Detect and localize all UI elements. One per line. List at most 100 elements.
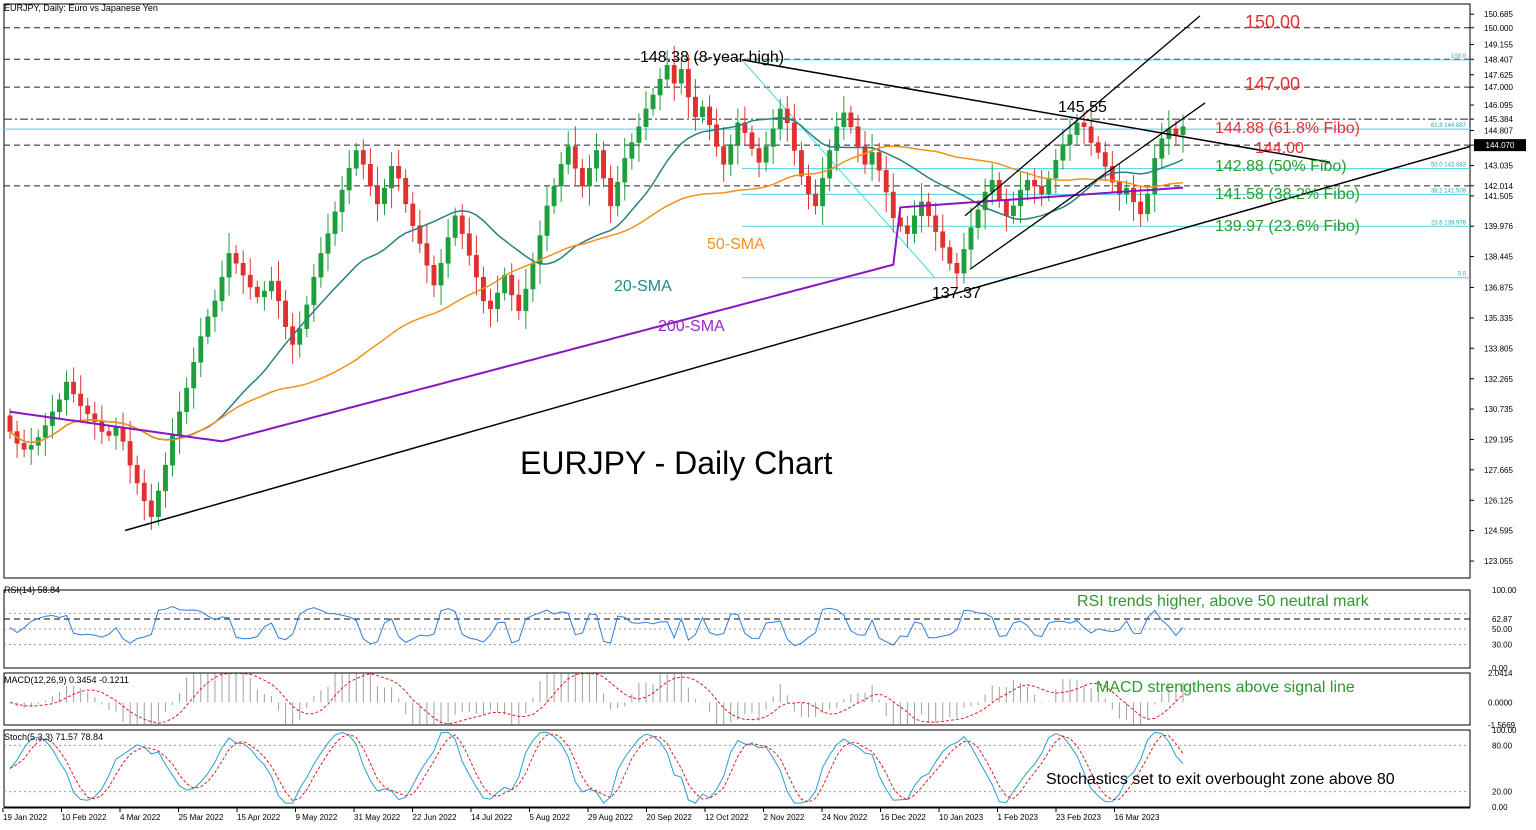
bear-candle [99, 421, 105, 432]
stoch-header: Stoch(5,3,3) 71.57 78.84 [4, 732, 104, 742]
bull-candle [961, 249, 967, 274]
date-tick-label: 10 Feb 2022 [62, 813, 107, 822]
level-144-label: 144.00 [1255, 140, 1304, 157]
date-tick-label: 22 Jun 2022 [413, 813, 458, 822]
bull-candle [389, 166, 395, 189]
bull-candle [325, 233, 331, 254]
bear-candle [784, 108, 790, 124]
bull-candle [353, 150, 359, 169]
bear-candle [1138, 201, 1144, 215]
bull-candle [57, 399, 62, 412]
date-tick-label: 25 Mar 2022 [179, 813, 224, 822]
bear-candle [749, 132, 755, 149]
bull-candle [968, 227, 974, 250]
bear-candle [671, 65, 677, 84]
bear-candle [876, 152, 882, 171]
bear-candle [403, 177, 409, 205]
price-tick-label: 126.125 [1484, 496, 1513, 505]
bull-candle [261, 290, 267, 298]
low-label: 137.37 [932, 285, 981, 302]
bear-candle [21, 443, 27, 450]
chart-title: EURJPY - Daily Chart [520, 445, 832, 481]
bear-candle [1173, 128, 1179, 135]
bull-candle [763, 146, 769, 163]
bull-candle [989, 179, 995, 193]
bull-candle [834, 126, 840, 151]
date-tick-label: 19 Jan 2022 [3, 813, 48, 822]
rsi-tick-label: 50.00 [1492, 625, 1513, 634]
bear-candle [367, 164, 373, 187]
bear-candle [1003, 199, 1009, 217]
bull-candle [184, 387, 190, 412]
bull-candle [1046, 177, 1052, 195]
price-tick-label: 127.665 [1484, 466, 1513, 475]
bear-candle [1039, 185, 1045, 195]
stoch-panel-frame [3, 729, 1471, 808]
bear-candle [996, 179, 1002, 201]
bear-candle [798, 150, 804, 177]
bear-candle [1102, 152, 1108, 167]
stoch-tick-label: 20.00 [1492, 788, 1513, 797]
current-price-box [1474, 139, 1526, 152]
price-tick-label: 143.035 [1484, 162, 1513, 171]
bull-candle [311, 276, 317, 306]
date-tick-label: 20 Sep 2022 [647, 813, 693, 822]
descending-resistance-line [741, 59, 1331, 164]
bear-candle [473, 255, 479, 278]
date-tick-label: 16 Dec 2022 [881, 813, 927, 822]
price-tick-label: 124.595 [1484, 527, 1513, 536]
bear-candle [466, 233, 472, 256]
bear-candle [608, 177, 614, 207]
fibo-level-tag: 50.0 142.883 [1431, 163, 1467, 169]
rsi-tick-label: 30.00 [1492, 641, 1513, 650]
bear-candle [459, 215, 465, 234]
bull-candle [346, 168, 352, 191]
bear-candle [692, 96, 698, 118]
bear-candle [813, 193, 818, 207]
bull-candle [735, 122, 741, 145]
bull-candle [438, 263, 444, 286]
macd-tick-label: 0.0000 [1488, 698, 1513, 707]
bear-candle [1088, 126, 1094, 143]
bull-candle [629, 142, 635, 159]
bear-candle [85, 405, 91, 414]
fibo-level-tag: 0.0 [1458, 272, 1467, 278]
price-tick-label: 142.014 [1484, 182, 1513, 191]
bull-candle [636, 126, 642, 143]
bear-candle [904, 225, 910, 234]
bull-candle [586, 168, 592, 187]
bear-candle [572, 146, 578, 169]
bear-candle [848, 112, 854, 127]
bear-candle [509, 274, 515, 296]
bull-candle [339, 189, 345, 213]
bull-candle [565, 146, 571, 165]
macd-panel-frame [3, 672, 1471, 726]
bear-candle [106, 431, 112, 436]
bear-candle [254, 286, 260, 298]
bear-candle [707, 106, 713, 125]
bull-candle [64, 381, 69, 401]
price-tick-label: 150.000 [1484, 24, 1513, 33]
bull-candle [318, 253, 324, 278]
bear-candle [134, 464, 140, 484]
bull-candle [198, 336, 204, 363]
level-147-label: 147.00 [1245, 74, 1300, 94]
bear-candle [947, 247, 953, 264]
price-tick-label: 129.195 [1484, 436, 1513, 445]
bull-candle [650, 94, 656, 110]
bull-candle [269, 280, 274, 292]
bear-candle [791, 122, 797, 151]
bull-candle [841, 112, 847, 127]
bear-candle [375, 185, 380, 205]
bull-candle [177, 411, 183, 436]
bull-candle [1067, 134, 1073, 145]
bull-candle [594, 150, 599, 169]
long-term-support-trendline [124, 145, 1471, 532]
bull-candle [332, 211, 338, 234]
bull-candle [827, 150, 833, 179]
price-tick-label: 138.445 [1484, 252, 1513, 261]
date-tick-label: 12 Oct 2022 [705, 813, 749, 822]
bear-candle [940, 231, 946, 248]
